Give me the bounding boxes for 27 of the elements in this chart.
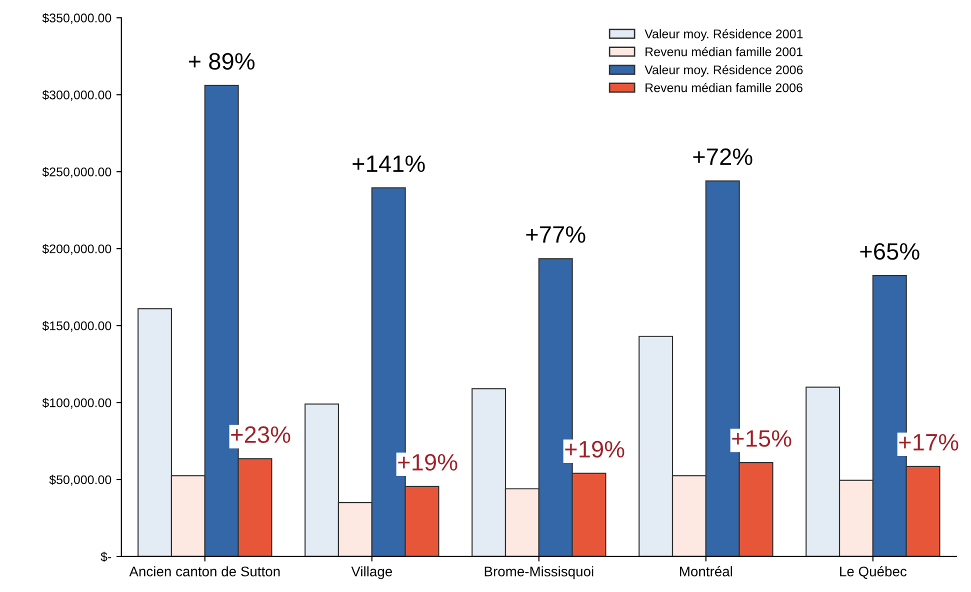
annotation: +23%: [231, 426, 290, 443]
legend-label: Revenu médian famille 2001: [646, 46, 802, 56]
y-tick-label: $50,000.00: [49, 474, 112, 486]
x-tick-label: Montréal: [680, 566, 732, 576]
legend-label: Revenu médian famille 2006: [646, 82, 802, 92]
annotation: +17%: [899, 434, 958, 451]
y-tick-label: $300,000.00: [42, 90, 112, 101]
y-tick-label: $-: [100, 552, 112, 562]
annotation: +65%: [860, 243, 920, 260]
x-tick-label: Ancien canton de Sutton: [129, 566, 280, 576]
x-tick-label: Brome-Missisquoi: [484, 566, 594, 580]
annotation: +72%: [693, 148, 752, 166]
annotation: +77%: [526, 226, 586, 243]
annotation: +15%: [732, 430, 792, 447]
y-tick-label: $250,000.00: [42, 166, 112, 178]
y-tick-label: $350,000.00: [42, 13, 112, 24]
x-tick-label: Village: [351, 566, 392, 580]
legend-label: Valeur moy. Résidence 2001: [644, 29, 803, 41]
y-tick-label: $100,000.00: [42, 398, 112, 409]
annotation: +141%: [352, 155, 425, 172]
annotation: + 89%: [188, 52, 255, 70]
legend-label: Valeur moy. Résidence 2006: [644, 64, 803, 77]
annotation: +19%: [565, 440, 624, 458]
y-tick-label: $150,000.00: [42, 320, 112, 332]
x-tick-label: Le Québec: [840, 566, 907, 579]
y-tick-label: $200,000.00: [42, 244, 112, 255]
annotation: +19%: [398, 454, 458, 471]
